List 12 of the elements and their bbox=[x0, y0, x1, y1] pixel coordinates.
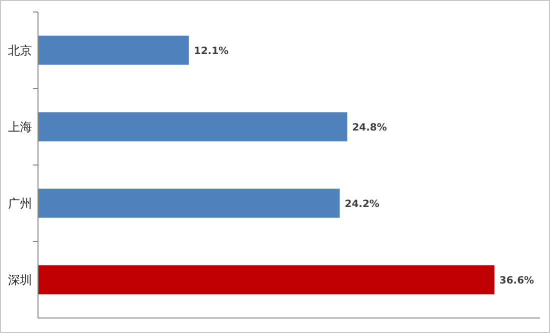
data-label: 24.2% bbox=[344, 198, 380, 210]
y-tick-label: 北京 bbox=[8, 43, 32, 58]
data-label: 12.1% bbox=[194, 46, 229, 57]
bar bbox=[38, 36, 189, 65]
bar bbox=[38, 112, 348, 142]
data-label: 36.6% bbox=[499, 275, 534, 286]
y-tick-label: 上海 bbox=[8, 120, 32, 134]
bar bbox=[38, 265, 494, 294]
y-tick-label: 深圳 bbox=[8, 272, 32, 287]
y-tick-label: 广州 bbox=[8, 196, 32, 210]
data-label: 24.8% bbox=[352, 122, 387, 134]
bar bbox=[38, 188, 340, 218]
